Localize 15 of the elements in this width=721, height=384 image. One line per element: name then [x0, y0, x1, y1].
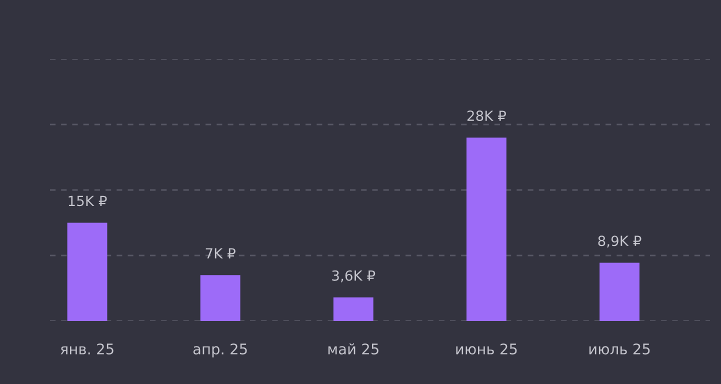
data-label: 3,6K ₽ [332, 270, 376, 282]
x-tick-label: май 25 [328, 343, 378, 355]
x-tick-label: июль 25 [589, 343, 650, 355]
data-label: 15K ₽ [68, 196, 107, 206]
x-tick-label: июнь 25 [456, 343, 517, 355]
bar [466, 138, 506, 321]
bar [67, 222, 108, 321]
data-label: 7K ₽ [206, 248, 236, 258]
bar [200, 275, 240, 321]
bar [333, 297, 374, 321]
x-tick-label: янв. 25 [60, 343, 114, 355]
data-label: 28K ₽ [467, 110, 506, 122]
x-tick-label: апр. 25 [193, 343, 247, 358]
bar [600, 262, 640, 321]
data-label: 8,9K ₽ [598, 236, 642, 248]
